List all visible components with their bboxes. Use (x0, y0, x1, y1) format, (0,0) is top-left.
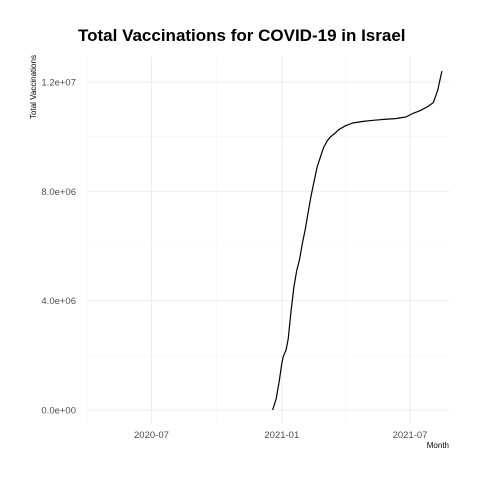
y-tick-label: 4.0e+06 (41, 296, 76, 307)
chart-title: Total Vaccinations for COVID-19 in Israe… (78, 26, 406, 45)
y-axis-title: Total Vaccinations (29, 55, 38, 119)
y-tick-label: 1.2e+07 (41, 78, 76, 89)
x-tick-label: 2021-07 (393, 430, 428, 441)
y-tick-label: 8.0e+06 (41, 187, 76, 198)
series-layer (272, 70, 443, 411)
x-tick-label: 2020-07 (134, 430, 169, 441)
y-tick-label: 0.0e+00 (41, 406, 76, 417)
grid-layer (86, 57, 449, 423)
x-axis-title: Month (427, 441, 449, 450)
series-line (272, 70, 443, 411)
x-tick-label: 2021-01 (264, 430, 299, 441)
tick-layer: 0.0e+00 4.0e+06 8.0e+06 1.2e+07 2020-07 2021-… (41, 78, 427, 442)
